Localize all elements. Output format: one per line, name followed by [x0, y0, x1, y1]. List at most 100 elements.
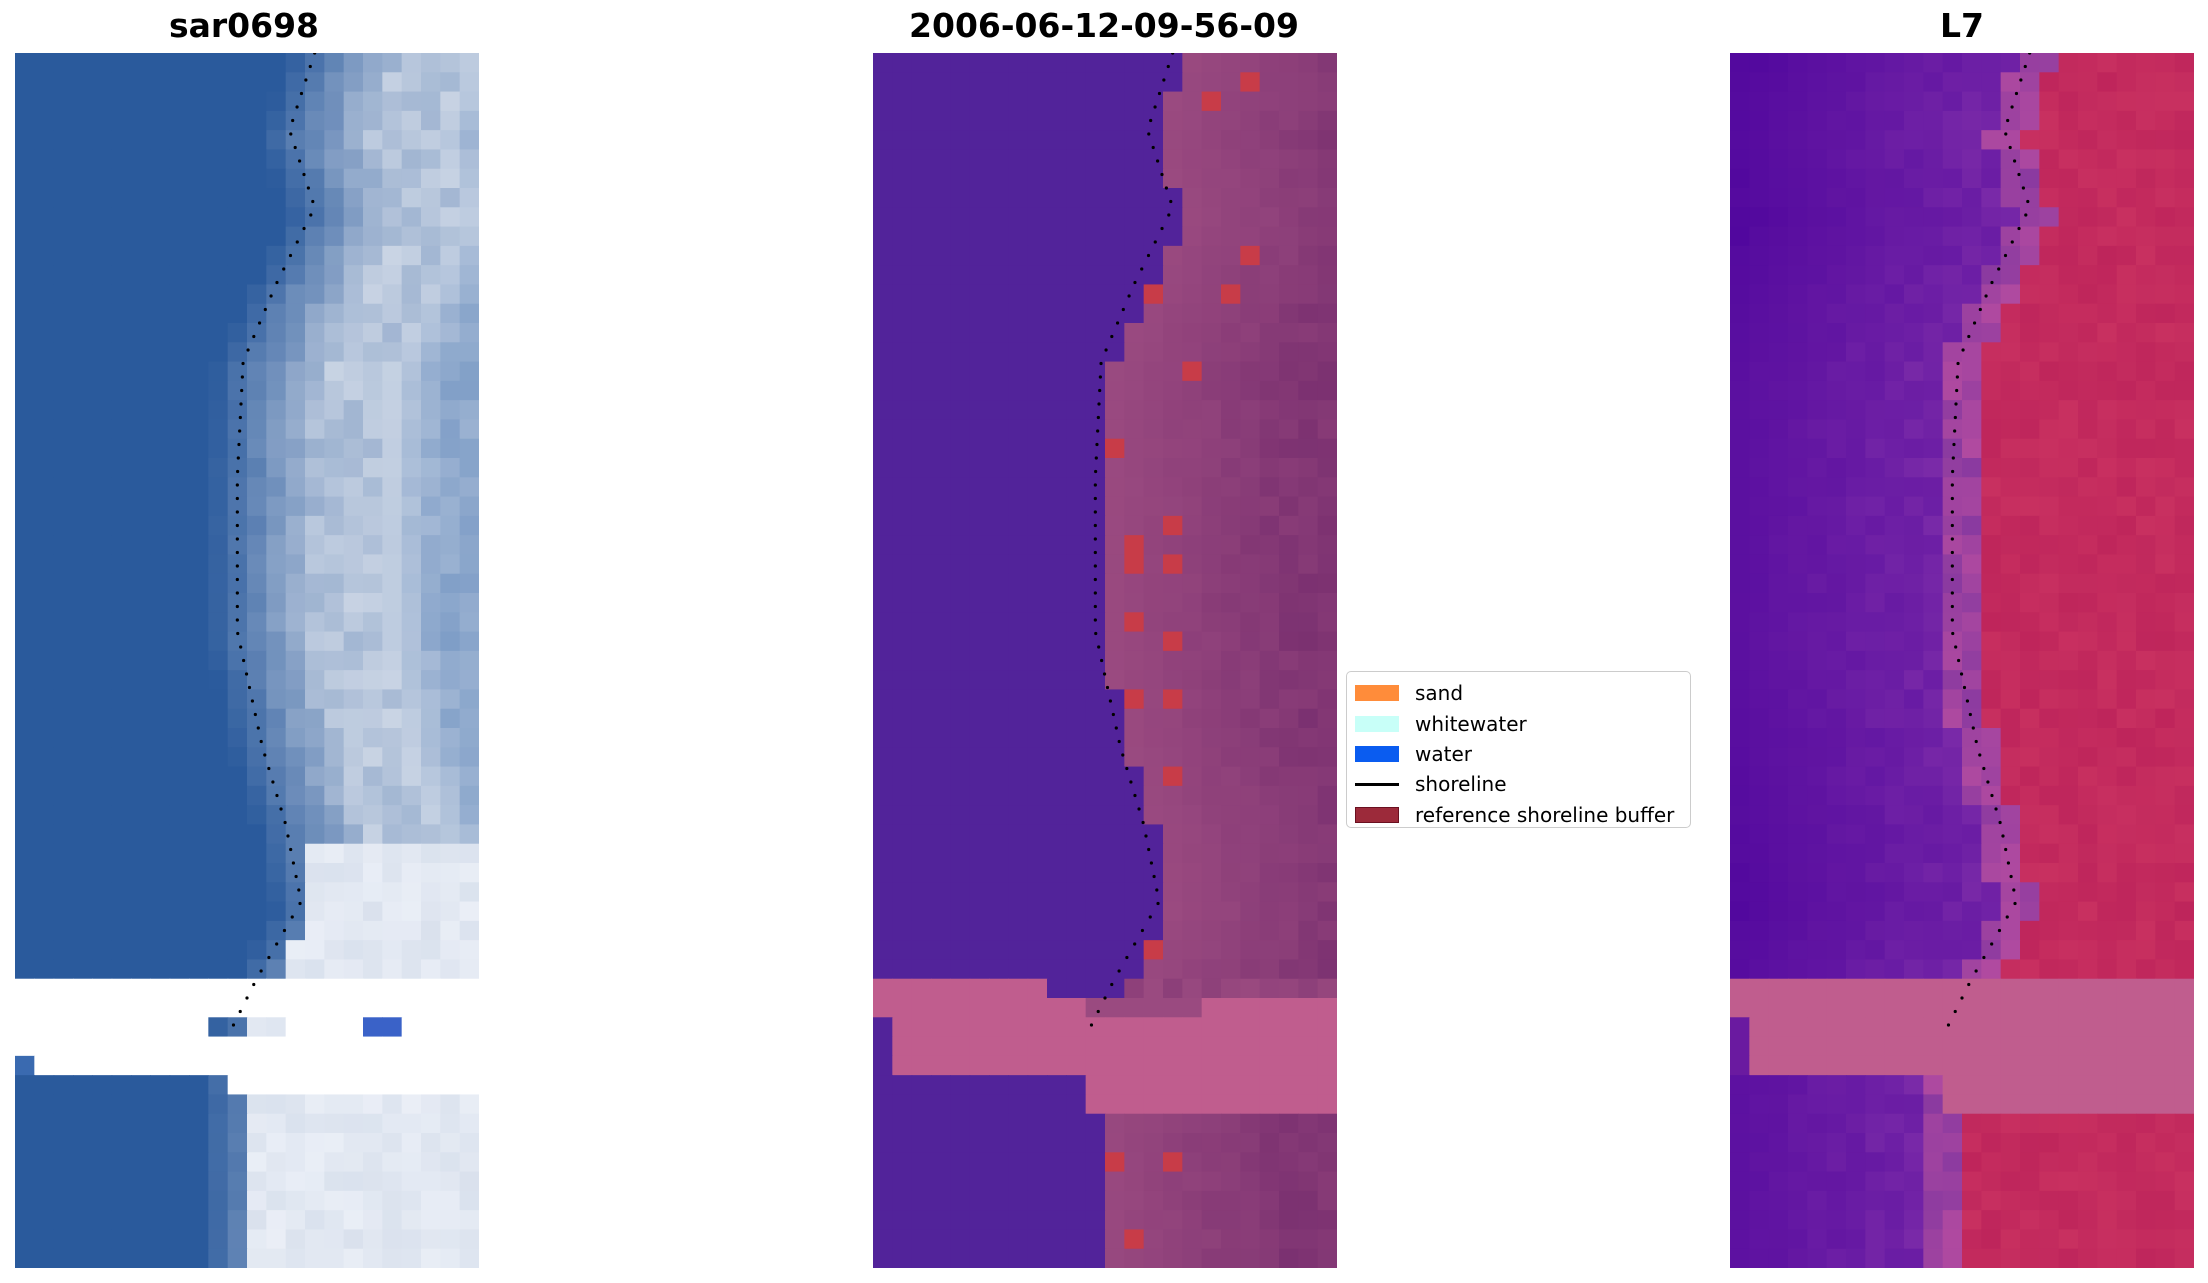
pixel — [892, 400, 913, 421]
pixel — [1942, 1229, 1963, 1250]
pixel — [873, 1075, 893, 1096]
shoreline-point — [1978, 307, 1982, 312]
pixel — [1027, 824, 1048, 845]
pixel — [1259, 1229, 1280, 1250]
pixel — [1201, 1229, 1222, 1250]
pixel — [1221, 593, 1241, 613]
pixel — [1279, 824, 1299, 845]
pixel — [2174, 207, 2194, 228]
pixel — [1942, 342, 1963, 363]
shoreline-point — [1950, 604, 1954, 609]
shoreline-point — [1094, 631, 1098, 636]
pixel — [111, 593, 132, 613]
pixel — [227, 477, 248, 498]
pixel — [1027, 265, 1048, 286]
pixel — [343, 785, 364, 806]
shoreline-point — [1133, 942, 1137, 946]
pixel — [2116, 91, 2137, 112]
pixel — [1047, 843, 1067, 864]
shoreline-point — [1100, 658, 1104, 663]
pixel — [1259, 284, 1280, 305]
pixel — [1066, 901, 1087, 922]
pixel — [1066, 1036, 1087, 1057]
pixel — [401, 53, 422, 73]
pixel — [285, 824, 306, 845]
pixel — [2174, 728, 2194, 748]
pixel — [1317, 978, 1337, 999]
pixel — [1768, 130, 1789, 151]
pixel — [1085, 785, 1106, 806]
pixel — [873, 708, 893, 729]
pixel — [1981, 766, 2002, 787]
pixel — [2058, 593, 2079, 613]
pixel — [2097, 361, 2118, 382]
pixel — [1807, 689, 1828, 710]
pixel — [1942, 72, 1963, 93]
pixel — [1047, 342, 1067, 363]
pixel — [2174, 458, 2194, 478]
legend: sand whitewater water shoreline referenc… — [1346, 671, 1691, 828]
pixel — [305, 53, 325, 73]
shoreline-point — [1953, 415, 1957, 420]
pixel — [285, 670, 306, 691]
pixel — [247, 207, 267, 228]
pixel — [459, 1248, 479, 1268]
pixel — [2155, 265, 2176, 286]
pixel — [1201, 920, 1222, 941]
pixel — [1826, 612, 1847, 633]
shoreline-point — [1114, 726, 1118, 730]
pixel — [266, 149, 287, 170]
pixel — [2136, 708, 2156, 729]
pixel — [1981, 689, 2002, 710]
pixel — [2020, 554, 2040, 575]
pixel — [1788, 785, 1808, 806]
pixel — [266, 53, 287, 73]
pixel — [1027, 515, 1048, 536]
pixel — [15, 670, 35, 691]
pixel — [1085, 188, 1106, 208]
pixel — [150, 920, 171, 941]
pixel — [1279, 1017, 1299, 1038]
pixel — [440, 226, 461, 247]
pixel — [1846, 978, 1866, 999]
pixel — [989, 843, 1009, 864]
pixel — [34, 110, 55, 131]
pixel — [1221, 515, 1241, 536]
pixel — [2058, 400, 2079, 421]
pixel — [969, 766, 990, 787]
pixel — [1066, 1094, 1087, 1115]
pixel — [1981, 515, 2002, 536]
pixel — [131, 458, 151, 478]
pixel — [2136, 901, 2156, 922]
pixel — [1201, 361, 1222, 382]
pixel — [2155, 168, 2176, 189]
pixel — [1163, 1036, 1183, 1057]
pixel — [305, 1075, 325, 1096]
pixel — [421, 593, 441, 613]
pixel — [1749, 728, 1770, 748]
pixel — [1085, 1248, 1106, 1268]
pixel — [343, 265, 364, 286]
pixel — [382, 824, 403, 845]
pixel — [73, 920, 93, 941]
pixel — [2174, 1171, 2194, 1192]
shoreline-point — [1089, 1023, 1094, 1027]
pixel — [2155, 207, 2176, 228]
pixel — [2174, 1055, 2194, 1076]
pixel — [2000, 959, 2021, 980]
pixel — [1259, 631, 1280, 652]
pixel — [459, 863, 479, 883]
pixel — [2039, 940, 2060, 961]
pixel — [382, 149, 403, 170]
pixel — [1962, 438, 1982, 459]
pixel — [2058, 998, 2079, 1018]
pixel — [2020, 901, 2040, 922]
pixel — [92, 708, 113, 729]
pixel — [1008, 805, 1029, 826]
pixel — [1085, 130, 1106, 151]
pixel — [1085, 554, 1106, 575]
pixel — [401, 1113, 422, 1134]
pixel — [73, 496, 93, 517]
pixel — [1768, 1036, 1789, 1057]
pixel — [1904, 824, 1924, 845]
